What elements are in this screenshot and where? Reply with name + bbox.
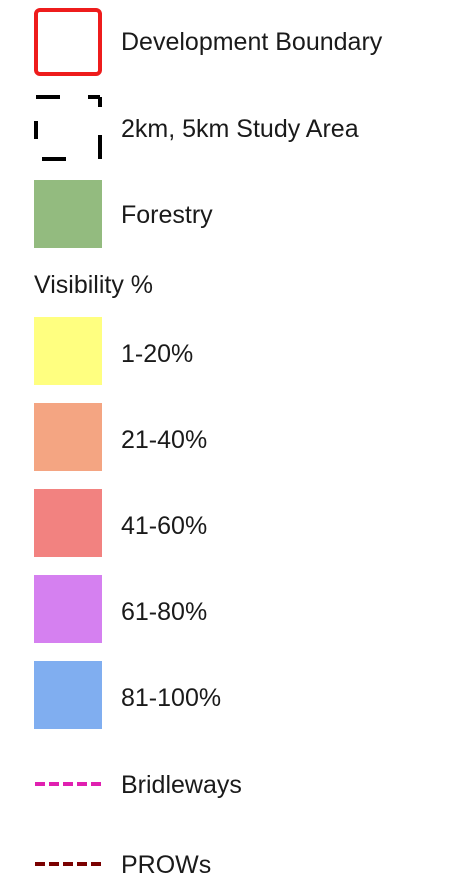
bridleways-line-symbol xyxy=(35,782,101,786)
legend-label: Forestry xyxy=(121,201,213,229)
prows-line-symbol xyxy=(35,862,101,866)
legend-item-visibility-1-20: 1-20% xyxy=(0,317,462,385)
legend-label: 2km, 5km Study Area xyxy=(121,115,359,143)
legend-label: 1-20% xyxy=(121,340,194,368)
legend-item-bridleways: Bridleways xyxy=(0,765,462,805)
legend-item-visibility-41-60: 41-60% xyxy=(0,489,462,557)
visibility-swatch xyxy=(34,489,102,557)
legend-item-prows: PROWs xyxy=(0,846,462,886)
legend-item-forestry: Forestry xyxy=(0,180,462,248)
legend-item-visibility-81-100: 81-100% xyxy=(0,661,462,729)
visibility-swatch xyxy=(34,403,102,471)
legend-label: 81-100% xyxy=(121,684,222,712)
legend-label: 61-80% xyxy=(121,598,208,626)
visibility-swatch xyxy=(34,575,102,643)
development-boundary-symbol xyxy=(34,8,102,76)
legend-item-visibility-21-40: 21-40% xyxy=(0,403,462,471)
legend-item-study-area: 2km, 5km Study Area xyxy=(0,95,462,163)
legend-label: 21-40% xyxy=(121,426,208,454)
legend-label: Bridleways xyxy=(121,771,242,799)
legend-item-development-boundary: Development Boundary xyxy=(0,8,462,76)
visibility-swatch xyxy=(34,317,102,385)
forestry-swatch xyxy=(34,180,102,248)
study-area-symbol xyxy=(34,95,102,161)
legend-label: PROWs xyxy=(121,851,212,879)
visibility-swatch xyxy=(34,661,102,729)
legend-label: Development Boundary xyxy=(121,28,383,56)
visibility-heading: Visibility % xyxy=(34,271,154,299)
legend-item-visibility-61-80: 61-80% xyxy=(0,575,462,643)
legend-label: 41-60% xyxy=(121,512,208,540)
